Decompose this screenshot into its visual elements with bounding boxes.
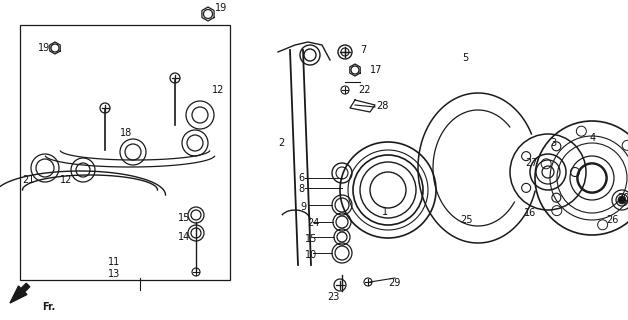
- Text: 12: 12: [212, 85, 224, 95]
- Text: 29: 29: [388, 278, 401, 288]
- Text: 26: 26: [606, 215, 619, 225]
- Text: 28: 28: [376, 101, 388, 111]
- Text: Fr.: Fr.: [42, 302, 55, 312]
- Text: 19: 19: [215, 3, 227, 13]
- Text: 13: 13: [108, 269, 120, 279]
- Text: 3: 3: [550, 138, 556, 148]
- Circle shape: [618, 196, 626, 204]
- FancyArrow shape: [10, 283, 30, 303]
- Text: 16: 16: [524, 208, 536, 218]
- Text: 22: 22: [358, 85, 371, 95]
- Text: 12: 12: [60, 175, 72, 185]
- Text: 15: 15: [305, 234, 317, 244]
- Text: 10: 10: [305, 250, 317, 260]
- Text: 7: 7: [360, 45, 366, 55]
- Text: 5: 5: [462, 53, 468, 63]
- Text: 15: 15: [178, 213, 190, 223]
- Text: 19: 19: [38, 43, 50, 53]
- Text: 14: 14: [178, 232, 190, 242]
- Bar: [20, 25, 230, 280]
- Text: 6: 6: [298, 173, 304, 183]
- Text: 2: 2: [278, 138, 284, 148]
- Text: 4: 4: [590, 133, 596, 143]
- Text: 9: 9: [300, 202, 306, 212]
- Text: 24: 24: [307, 218, 320, 228]
- Text: 17: 17: [370, 65, 382, 75]
- Text: 20: 20: [617, 193, 628, 203]
- Text: 11: 11: [108, 257, 120, 267]
- Text: 25: 25: [460, 215, 472, 225]
- Text: 21: 21: [22, 175, 35, 185]
- Text: 1: 1: [382, 207, 388, 217]
- Text: 18: 18: [120, 128, 133, 138]
- Text: 8: 8: [298, 184, 304, 194]
- Text: 27: 27: [525, 158, 538, 168]
- Text: 23: 23: [327, 292, 339, 302]
